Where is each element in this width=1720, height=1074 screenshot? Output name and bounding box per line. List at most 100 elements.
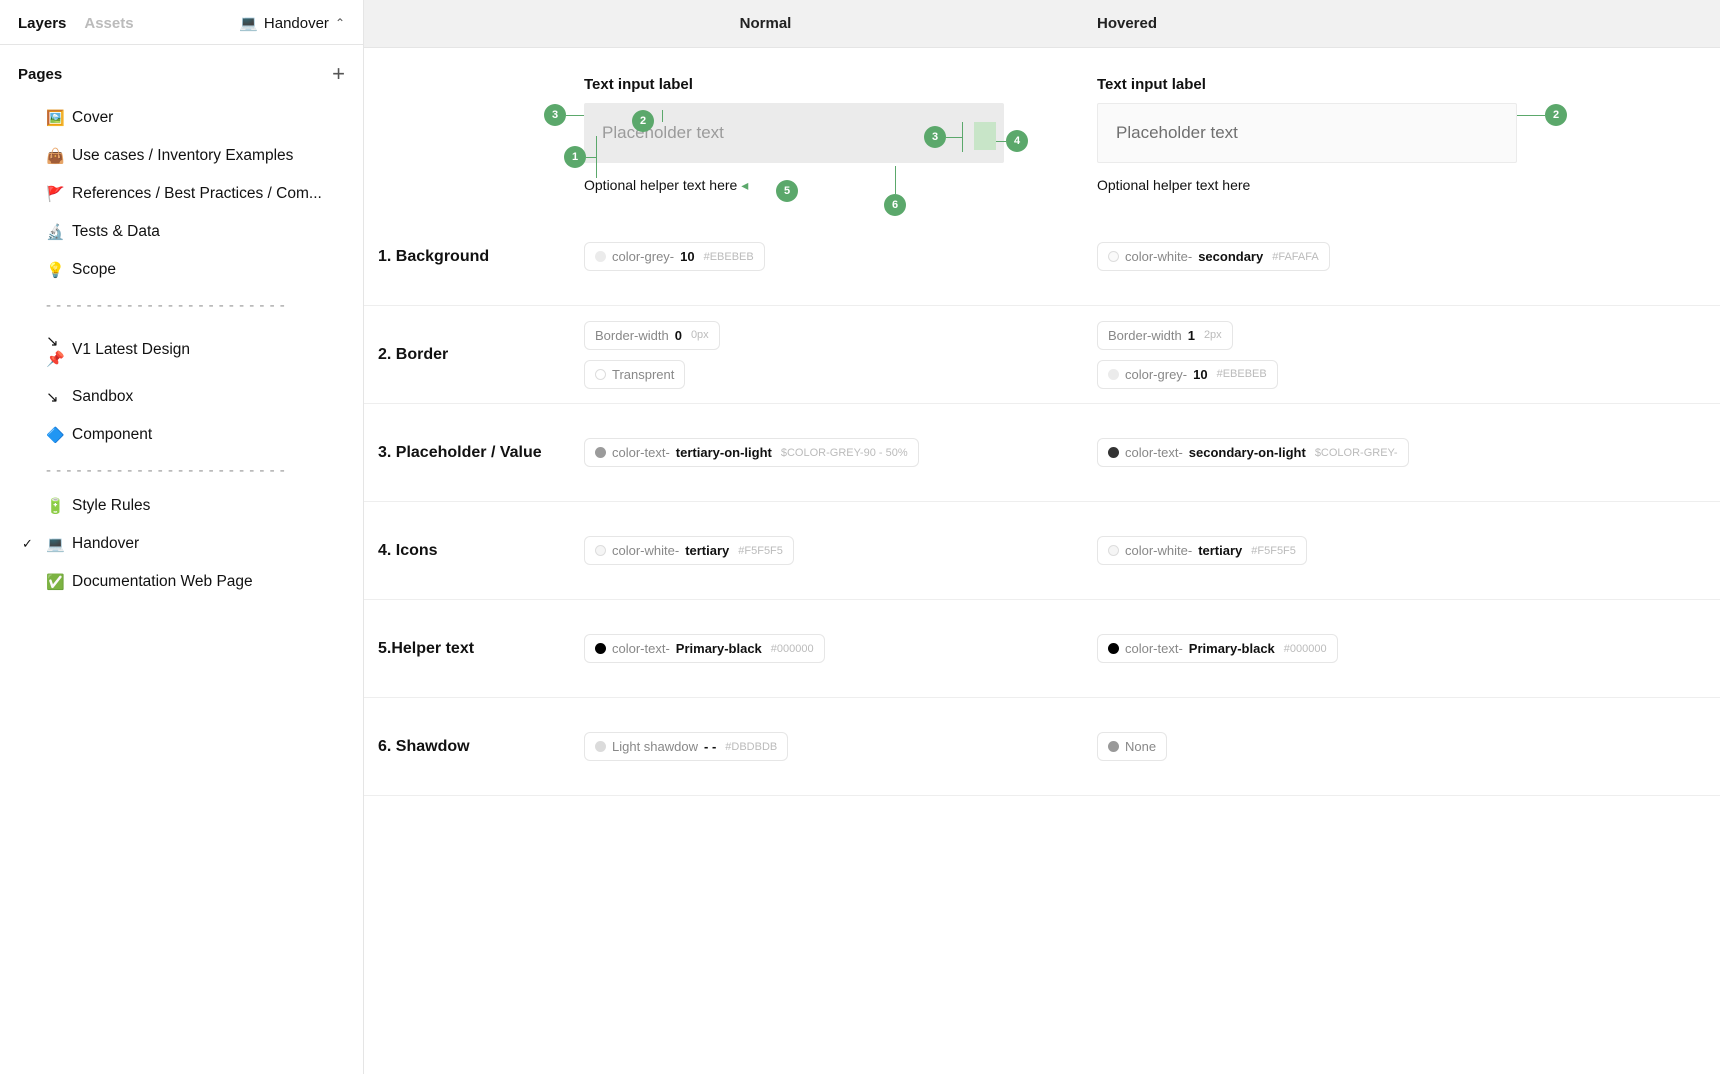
- spec-hovered-col: color-text-secondary-on-light$COLOR-GREY…: [1097, 438, 1610, 467]
- color-swatch: [595, 447, 606, 458]
- spec-chip: color-text-secondary-on-light$COLOR-GREY…: [1097, 438, 1409, 467]
- input-demo-row: Text input label Placeholder text Option…: [364, 48, 1720, 208]
- sidebar-tabs: Layers Assets 💻 Handover ⌃: [0, 0, 363, 45]
- spec-row: 2. BorderBorder-width 00pxTransprentBord…: [364, 306, 1720, 404]
- helper-text-normal: Optional helper text here ◂: [584, 177, 1027, 194]
- input-demo-normal: Text input label Placeholder text Option…: [584, 76, 1097, 194]
- spec-chip: color-text-Primary-black#000000: [1097, 634, 1338, 663]
- spec-row: 6. ShawdowLight shawdow - -#DBDBDBNone: [364, 698, 1720, 796]
- spec-chip: Border-width 00px: [584, 321, 720, 350]
- page-label: V1 Latest Design: [72, 341, 190, 359]
- sidebar-page-item[interactable]: 🔬Tests & Data: [18, 213, 363, 251]
- spec-chip: color-grey-10#EBEBEB: [584, 242, 765, 271]
- color-swatch: [595, 369, 606, 380]
- page-label: Documentation Web Page: [72, 573, 253, 591]
- input-field-hovered[interactable]: Placeholder text: [1097, 103, 1517, 163]
- chip-hex: #FAFAFA: [1272, 251, 1318, 263]
- chip-hex: $COLOR-GREY-90 - 50%: [781, 447, 908, 459]
- chip-hex: 2px: [1204, 329, 1222, 341]
- color-swatch: [1108, 643, 1119, 654]
- spec-hovered-col: Border-width 12pxcolor-grey-10#EBEBEB: [1097, 321, 1610, 389]
- main-canvas: Normal Hovered Text input label Placehol…: [364, 0, 1720, 1074]
- annotation-pill: 2: [632, 110, 654, 132]
- spec-hovered-col: None: [1097, 732, 1610, 761]
- chip-prefix: color-text-: [612, 445, 670, 460]
- sidebar-page-item[interactable]: ↘ Sandbox: [18, 378, 363, 416]
- sidebar-page-item[interactable]: 🚩References / Best Practices / Com...: [18, 175, 363, 213]
- chip-value: tertiary-on-light: [676, 445, 772, 460]
- color-swatch: [1108, 741, 1119, 752]
- chip-hex: #000000: [771, 643, 814, 655]
- page-label: Sandbox: [72, 388, 133, 406]
- sidebar-page-item[interactable]: 💡 Scope: [18, 251, 363, 289]
- page-label: Tests & Data: [72, 223, 160, 241]
- spec-chip: None: [1097, 732, 1167, 761]
- page-emoji-icon: ↘: [46, 388, 64, 406]
- annotation-pill: 6: [884, 194, 906, 216]
- spec-normal-col: color-text-Primary-black#000000: [584, 634, 1097, 663]
- color-swatch: [1108, 251, 1119, 262]
- chip-value: - -: [704, 739, 716, 754]
- check-icon: ✓: [22, 536, 33, 552]
- chip-prefix: Transprent: [612, 367, 674, 382]
- page-emoji-icon: 🔋: [46, 497, 64, 515]
- spec-row: 4. Iconscolor-white-tertiary#F5F5F5color…: [364, 502, 1720, 600]
- sidebar-page-item[interactable]: 🔷Component: [18, 416, 363, 454]
- page-emoji-icon: ↘ 📌: [46, 332, 64, 368]
- tab-layers[interactable]: Layers: [18, 15, 66, 32]
- spec-label: 5.Helper text: [364, 640, 584, 658]
- spec-normal-col: color-white-tertiary#F5F5F5: [584, 536, 1097, 565]
- chip-value: 0: [675, 328, 682, 343]
- spec-table: 1. Backgroundcolor-grey-10#EBEBEB color-w…: [364, 208, 1720, 796]
- page-divider: - - - - - - - - - - - - - - - - - - - - …: [18, 289, 363, 322]
- chip-value: secondary-on-light: [1189, 445, 1306, 460]
- annotation-pill: 2: [1545, 104, 1567, 126]
- spec-normal-col: Light shawdow - - #DBDBDB: [584, 732, 1097, 761]
- tab-assets[interactable]: Assets: [84, 15, 133, 32]
- sidebar: Layers Assets 💻 Handover ⌃ Pages + 🖼️ Cov…: [0, 0, 364, 1074]
- spec-chip: color-white-tertiary#F5F5F5: [584, 536, 794, 565]
- chip-value: Primary-black: [1189, 641, 1275, 656]
- chip-hex: #F5F5F5: [1251, 545, 1296, 557]
- page-label: References / Best Practices / Com...: [72, 185, 322, 203]
- page-divider: - - - - - - - - - - - - - - - - - - - - …: [18, 454, 363, 487]
- chip-hex: #DBDBDB: [725, 741, 777, 753]
- spec-normal-col: color-text-tertiary-on-light $COLOR-GREY-…: [584, 438, 1097, 467]
- col-header-normal: Normal: [584, 15, 1097, 32]
- page-selector-icon: 💻: [239, 14, 258, 32]
- sidebar-page-item[interactable]: 🔋Style Rules: [18, 487, 363, 525]
- chip-prefix: None: [1125, 739, 1156, 754]
- page-label: Cover: [72, 109, 113, 127]
- spec-normal-col: color-grey-10#EBEBEB: [584, 242, 1097, 271]
- chip-prefix: color-grey-: [612, 249, 674, 264]
- sidebar-page-item[interactable]: ↘ 📌 V1 Latest Design: [18, 322, 363, 378]
- chip-prefix: Border-width: [595, 328, 669, 343]
- color-swatch: [595, 643, 606, 654]
- spec-label: 1. Background: [364, 248, 584, 266]
- chip-hex: #000000: [1284, 643, 1327, 655]
- annotation-pill: 5: [776, 180, 798, 202]
- spec-hovered-col: color-white-secondary#FAFAFA: [1097, 242, 1610, 271]
- page-emoji-icon: 🖼️: [46, 109, 64, 127]
- color-swatch: [595, 251, 606, 262]
- annotation-pill: 4: [1006, 130, 1028, 152]
- spec-row: 5.Helper textcolor-text-Primary-black#00…: [364, 600, 1720, 698]
- pages-title: Pages: [18, 66, 62, 83]
- chip-value: tertiary: [685, 543, 729, 558]
- page-selector[interactable]: 💻 Handover ⌃: [239, 14, 345, 32]
- sidebar-page-item[interactable]: 👜Use cases / Inventory Examples: [18, 137, 363, 175]
- sidebar-page-item[interactable]: 🖼️ Cover: [18, 99, 363, 137]
- chip-hex: #EBEBEB: [1217, 368, 1267, 380]
- sidebar-page-item[interactable]: ✅Documentation Web Page: [18, 563, 363, 601]
- chip-prefix: color-white-: [612, 543, 679, 558]
- page-emoji-icon: 💡: [46, 261, 64, 279]
- pages-header: Pages +: [0, 45, 363, 95]
- add-page-button[interactable]: +: [332, 63, 345, 85]
- sidebar-page-item[interactable]: ✓💻Handover: [18, 525, 363, 563]
- spec-chip: color-white-tertiary#F5F5F5: [1097, 536, 1307, 565]
- chip-prefix: Light shawdow: [612, 739, 698, 754]
- spec-chip: color-text-tertiary-on-light $COLOR-GREY-…: [584, 438, 919, 467]
- chip-value: tertiary: [1198, 543, 1242, 558]
- spec-row: 1. Backgroundcolor-grey-10#EBEBEB color-w…: [364, 208, 1720, 306]
- page-label: Scope: [72, 261, 116, 279]
